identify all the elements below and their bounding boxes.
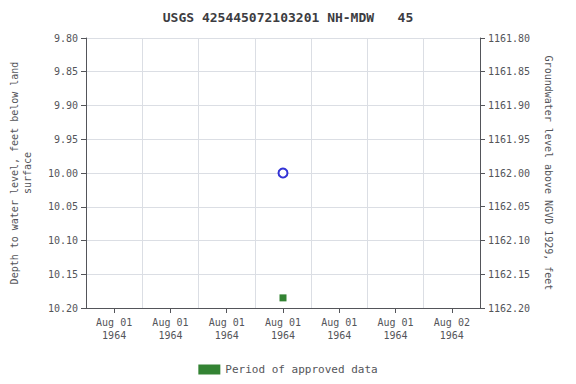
svg-text:surface: surface bbox=[22, 152, 33, 194]
svg-text:Depth to water level, feet bel: Depth to water level, feet below land bbox=[9, 62, 20, 285]
svg-text:USGS 425445072103201 NH-MDW: USGS 425445072103201 NH-MDW 45 bbox=[163, 10, 413, 25]
svg-text:1161.95: 1161.95 bbox=[488, 134, 530, 145]
svg-text:Aug 01: Aug 01 bbox=[96, 317, 132, 328]
svg-text:10.20: 10.20 bbox=[48, 303, 78, 314]
svg-text:Groundwater level above NGVD 1: Groundwater level above NGVD 1929, feet bbox=[543, 56, 554, 291]
svg-text:1162.05: 1162.05 bbox=[488, 201, 530, 212]
svg-text:Aug 01: Aug 01 bbox=[378, 317, 414, 328]
svg-text:1162.20: 1162.20 bbox=[488, 303, 530, 314]
svg-text:9.95: 9.95 bbox=[54, 134, 78, 145]
svg-text:Aug 02: Aug 02 bbox=[434, 317, 470, 328]
svg-text:Aug 01: Aug 01 bbox=[209, 317, 245, 328]
svg-text:1964: 1964 bbox=[271, 330, 295, 341]
svg-text:9.90: 9.90 bbox=[54, 100, 78, 111]
svg-text:1162.10: 1162.10 bbox=[488, 235, 530, 246]
svg-text:10.15: 10.15 bbox=[48, 269, 78, 280]
svg-text:9.85: 9.85 bbox=[54, 66, 78, 77]
svg-text:1964: 1964 bbox=[215, 330, 239, 341]
svg-text:10.00: 10.00 bbox=[48, 168, 78, 179]
svg-text:1964: 1964 bbox=[102, 330, 126, 341]
svg-text:10.05: 10.05 bbox=[48, 201, 78, 212]
svg-text:Aug 01: Aug 01 bbox=[265, 317, 301, 328]
svg-text:1161.80: 1161.80 bbox=[488, 33, 530, 44]
svg-text:1162.00: 1162.00 bbox=[488, 168, 530, 179]
svg-text:1161.90: 1161.90 bbox=[488, 100, 530, 111]
svg-text:1964: 1964 bbox=[158, 330, 182, 341]
svg-text:Aug 01: Aug 01 bbox=[321, 317, 357, 328]
svg-text:Aug 01: Aug 01 bbox=[152, 317, 188, 328]
svg-text:10.10: 10.10 bbox=[48, 235, 78, 246]
svg-text:1964: 1964 bbox=[327, 330, 351, 341]
svg-text:1161.85: 1161.85 bbox=[488, 66, 530, 77]
svg-text:1964: 1964 bbox=[440, 330, 464, 341]
svg-text:1162.15: 1162.15 bbox=[488, 269, 530, 280]
svg-text:1964: 1964 bbox=[384, 330, 408, 341]
svg-text:Period of approved data: Period of approved data bbox=[225, 363, 377, 376]
svg-text:9.80: 9.80 bbox=[54, 33, 78, 44]
